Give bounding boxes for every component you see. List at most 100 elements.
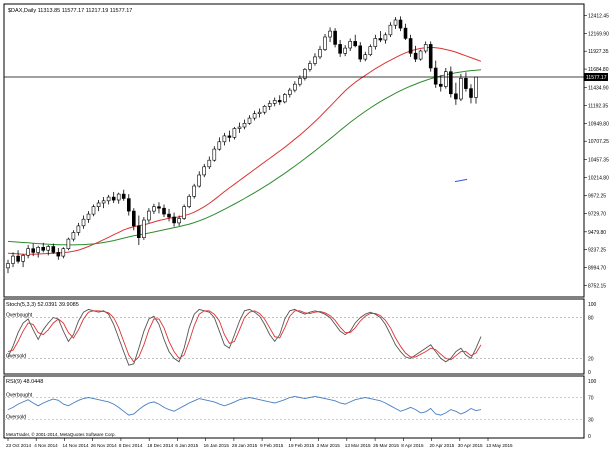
main-price-pane[interactable]	[3, 3, 585, 298]
stoch-axis-tick-label: 80	[588, 316, 594, 322]
date-tick-label: 18 Dec 2014	[147, 443, 173, 448]
drawn-trendline[interactable]	[454, 178, 468, 183]
candle-body	[348, 41, 353, 49]
candle-body	[469, 88, 473, 98]
candle-body	[413, 52, 418, 60]
candle	[428, 41, 433, 72]
candle-body	[86, 213, 91, 220]
candle-body	[142, 219, 146, 239]
price-tick-label: 10457.35	[588, 158, 609, 164]
stoch-level-label: Oversold	[6, 353, 26, 359]
candle	[56, 247, 61, 260]
candle-body	[182, 206, 186, 219]
date-tick-label: 14 Nov 2014	[63, 443, 89, 448]
candle-body	[81, 218, 86, 227]
price-tick-label: 10214.80	[588, 176, 609, 182]
candle-body	[21, 255, 25, 262]
candle	[61, 247, 66, 259]
candle	[51, 243, 56, 254]
candle-body	[338, 44, 342, 54]
candle-body	[61, 248, 66, 257]
candle	[454, 82, 458, 105]
candle	[408, 34, 413, 57]
candle-body	[277, 100, 282, 103]
candle-body	[132, 210, 136, 227]
candle	[147, 208, 151, 223]
candle-body	[287, 89, 292, 95]
candle	[111, 191, 116, 203]
candle	[267, 100, 272, 111]
green-moving-average-line	[7, 69, 482, 246]
candle-body	[282, 94, 287, 103]
candle	[172, 212, 176, 227]
date-tick-label: 13 May 2015	[486, 443, 513, 448]
candle-body	[217, 141, 222, 150]
candle	[423, 41, 428, 54]
candle	[132, 208, 136, 231]
candle-body	[66, 238, 71, 250]
candle-body	[383, 34, 388, 41]
candle-body	[448, 71, 453, 95]
price-tick-label: 9729.70	[588, 211, 606, 217]
candle	[86, 211, 91, 223]
price-tick-label: 10707.25	[588, 139, 609, 145]
candle	[418, 49, 423, 61]
candle-body	[393, 19, 398, 26]
candle-body	[333, 30, 337, 45]
price-tick-label: 12169.90	[588, 31, 609, 37]
candle-body	[222, 135, 227, 143]
candle	[277, 95, 282, 105]
date-tick-label: 6 Jan 2015	[175, 443, 198, 448]
candle	[328, 27, 332, 43]
rsi-level-label: Oversold	[6, 415, 26, 421]
stoch-axis-tick-label: 20	[588, 356, 594, 362]
rsi-pane[interactable]	[3, 375, 585, 439]
candle-body	[353, 41, 358, 47]
rsi-axis-tick-label: 100	[588, 379, 597, 385]
candle-body	[202, 166, 206, 176]
candle	[358, 42, 363, 63]
candle-body	[358, 45, 363, 60]
candle	[388, 22, 393, 37]
date-tick-label: 26 Nov 2014	[91, 443, 117, 448]
candle	[66, 237, 71, 251]
candle-body	[172, 216, 176, 224]
candle-body	[56, 252, 61, 257]
candle-body	[323, 36, 327, 50]
candle	[433, 60, 438, 88]
candle	[46, 245, 51, 256]
candle	[26, 245, 30, 259]
candle-body	[368, 46, 373, 55]
rsi-axis-tick-label: 0	[588, 434, 591, 440]
date-tick-label: 3 Mar 2015	[317, 443, 341, 448]
candle-body	[318, 49, 322, 58]
candle-body	[267, 103, 272, 107]
candle-body	[262, 106, 267, 113]
candle-body	[51, 246, 56, 253]
candle-body	[308, 63, 312, 70]
candle-body	[11, 255, 15, 264]
candle-body	[232, 128, 237, 138]
candle	[469, 84, 473, 104]
candle-body	[116, 193, 121, 201]
candle	[71, 230, 76, 242]
rsi-line-rsi	[7, 395, 482, 416]
candle-body	[46, 246, 51, 251]
candle	[242, 119, 247, 130]
candle-body	[212, 148, 217, 161]
candle-body	[76, 225, 81, 233]
candle-body	[418, 50, 423, 60]
candle-body	[137, 225, 141, 238]
candle-body	[162, 207, 166, 215]
candle	[127, 194, 131, 216]
candle	[323, 34, 327, 52]
candle-body	[363, 54, 368, 60]
candle-body	[242, 123, 247, 128]
candle	[217, 137, 222, 151]
candle-body	[207, 159, 212, 168]
candle	[338, 39, 342, 57]
rsi-axis-tick-label: 30	[588, 418, 594, 424]
candle	[403, 23, 408, 40]
candle	[182, 204, 186, 220]
